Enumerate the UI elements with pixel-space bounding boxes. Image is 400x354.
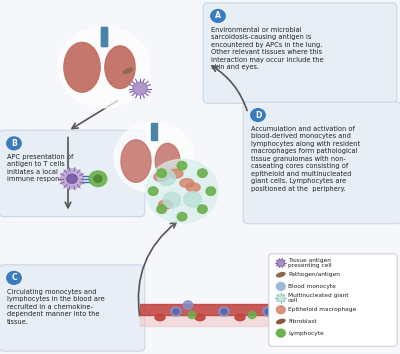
Circle shape: [351, 307, 361, 316]
Circle shape: [221, 309, 227, 314]
Ellipse shape: [186, 183, 200, 192]
Bar: [140, 304, 396, 315]
Circle shape: [336, 312, 344, 319]
Text: A: A: [215, 11, 221, 21]
Ellipse shape: [195, 314, 205, 321]
Circle shape: [133, 82, 147, 95]
Ellipse shape: [180, 179, 194, 188]
Circle shape: [206, 187, 216, 195]
Circle shape: [276, 282, 285, 290]
Circle shape: [146, 159, 218, 223]
Circle shape: [157, 169, 166, 177]
Circle shape: [148, 187, 158, 195]
FancyBboxPatch shape: [269, 254, 397, 346]
Circle shape: [7, 137, 21, 150]
FancyBboxPatch shape: [243, 102, 400, 224]
Circle shape: [61, 169, 83, 189]
Circle shape: [67, 174, 77, 183]
Circle shape: [157, 205, 166, 213]
Circle shape: [173, 309, 179, 314]
Text: Fibroblast: Fibroblast: [288, 319, 317, 324]
Bar: [151, 123, 157, 140]
Circle shape: [171, 307, 181, 316]
Ellipse shape: [154, 172, 168, 181]
Circle shape: [219, 307, 229, 316]
Ellipse shape: [277, 273, 285, 277]
Text: D: D: [255, 110, 261, 120]
Circle shape: [251, 109, 265, 121]
Circle shape: [7, 272, 21, 284]
Circle shape: [184, 192, 202, 207]
Bar: [101, 27, 107, 46]
Circle shape: [183, 301, 193, 309]
Text: Pathogen/antigen: Pathogen/antigen: [288, 272, 340, 277]
Circle shape: [309, 309, 315, 314]
Circle shape: [265, 309, 271, 314]
Ellipse shape: [323, 314, 333, 321]
Circle shape: [177, 161, 187, 170]
Text: Environmental or microbial
sarcoidosis-causing antigen is
encountered by APCs in: Environmental or microbial sarcoidosis-c…: [211, 27, 324, 70]
FancyBboxPatch shape: [203, 3, 397, 103]
Text: Lymphocyte: Lymphocyte: [288, 331, 324, 336]
Circle shape: [248, 312, 256, 319]
Circle shape: [198, 205, 207, 213]
Ellipse shape: [235, 314, 245, 321]
Text: Accumulation and activation of
blood-derived monocytes and
lymphocytes along wit: Accumulation and activation of blood-der…: [251, 126, 360, 192]
Text: Blood monocyte: Blood monocyte: [288, 284, 336, 289]
Circle shape: [94, 175, 102, 182]
Circle shape: [188, 312, 196, 319]
Circle shape: [277, 259, 285, 267]
Circle shape: [130, 80, 150, 97]
Ellipse shape: [155, 143, 180, 179]
Circle shape: [276, 306, 285, 314]
Ellipse shape: [121, 140, 151, 182]
Ellipse shape: [287, 314, 297, 321]
Circle shape: [353, 309, 359, 314]
Text: Multinucleated giant
cell: Multinucleated giant cell: [288, 293, 348, 303]
Circle shape: [211, 10, 225, 22]
FancyBboxPatch shape: [0, 265, 145, 351]
Circle shape: [89, 171, 107, 187]
Ellipse shape: [169, 169, 183, 178]
Circle shape: [307, 307, 317, 316]
Ellipse shape: [155, 314, 165, 321]
Ellipse shape: [124, 68, 132, 74]
Ellipse shape: [64, 42, 100, 92]
Circle shape: [58, 27, 150, 108]
Circle shape: [263, 307, 273, 316]
Ellipse shape: [105, 46, 135, 88]
Bar: [140, 315, 396, 326]
Text: Tissue antigen
presenting cell: Tissue antigen presenting cell: [288, 258, 332, 268]
Ellipse shape: [277, 319, 285, 324]
Circle shape: [114, 122, 194, 193]
Text: C: C: [11, 273, 17, 282]
Text: APC presentation of
antigen to T cells
initiates a local
immune response.: APC presentation of antigen to T cells i…: [7, 154, 74, 183]
Circle shape: [158, 170, 176, 185]
Circle shape: [276, 294, 285, 302]
Circle shape: [276, 329, 285, 337]
Text: B: B: [11, 139, 17, 148]
FancyBboxPatch shape: [0, 130, 145, 217]
Text: Circulating monocytes and
lymphocytes in the blood are
recruited in a chemokine-: Circulating monocytes and lymphocytes in…: [7, 289, 105, 325]
Text: Epitheloid macrophage: Epitheloid macrophage: [288, 307, 356, 312]
Circle shape: [177, 212, 187, 221]
Ellipse shape: [158, 200, 172, 209]
Circle shape: [163, 192, 181, 208]
Circle shape: [198, 169, 207, 177]
